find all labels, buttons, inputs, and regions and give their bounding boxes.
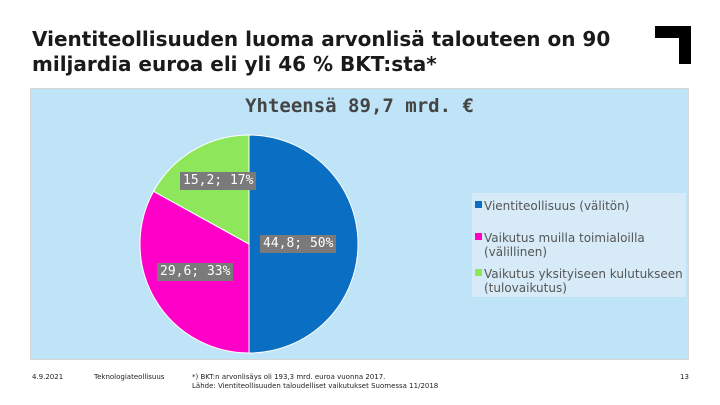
- corner-bracket-logo-icon: [655, 26, 691, 64]
- footer-organization: Teknologiateollisuus: [94, 373, 164, 382]
- legend-swatch-tulovaikutus: [475, 269, 482, 276]
- data-label-vientiteollisuus: 44,8; 50%: [260, 235, 336, 253]
- legend-label-tulovaikutus: Vaikutus yksityiseen kulutukseen (tulova…: [475, 267, 683, 295]
- footer-source: Lähde: Vientiteollisuuden taloudelliset …: [192, 382, 438, 391]
- legend-label-valillinen: Vaikutus muilla toimialoilla (välillinen…: [475, 231, 683, 259]
- footer-date: 4.9.2021: [32, 373, 63, 382]
- chart-panel: Yhteensä 89,7 mrd. € 44,8; 50% 29,6; 33% 1…: [30, 88, 689, 360]
- footer-page-number: 13: [680, 373, 689, 382]
- legend-item-vientiteollisuus: Vientiteollisuus (välitön): [475, 199, 683, 213]
- chart-legend: Vientiteollisuus (välitön) Vaikutus muill…: [472, 193, 686, 297]
- legend-swatch-valillinen: [475, 233, 482, 240]
- legend-swatch-vientiteollisuus: [475, 201, 482, 208]
- legend-label-vientiteollisuus: Vientiteollisuus (välitön): [475, 199, 683, 213]
- slide-title: Vientiteollisuuden luoma arvonlisä talou…: [32, 27, 642, 77]
- legend-item-valillinen: Vaikutus muilla toimialoilla (välillinen…: [475, 231, 683, 259]
- legend-item-tulovaikutus: Vaikutus yksityiseen kulutukseen (tulova…: [475, 267, 683, 295]
- data-label-tulovaikutus: 15,2; 17%: [180, 172, 256, 190]
- data-label-valillinen: 29,6; 33%: [157, 263, 233, 281]
- footer-note: *) BKT:n arvonlisäys oli 193,3 mrd. euro…: [192, 373, 385, 382]
